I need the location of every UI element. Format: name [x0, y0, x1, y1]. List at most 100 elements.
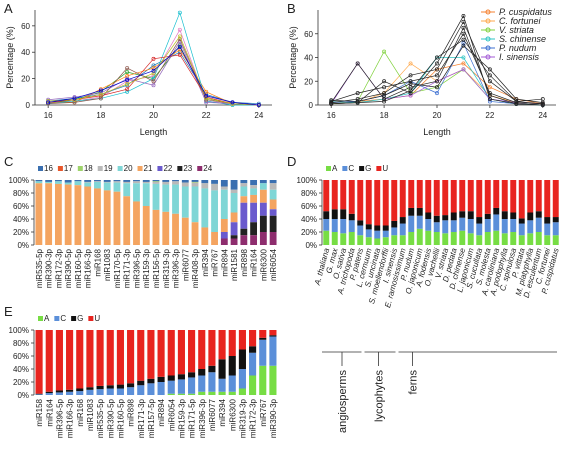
y-tick-label: 0% [17, 391, 29, 400]
y-tick-label: 40 [21, 48, 30, 57]
bar-segment [106, 330, 114, 386]
legend-label: P. nudum [499, 43, 537, 53]
bar-segment [162, 180, 170, 182]
bar-segment [220, 219, 228, 232]
bar-segment [348, 220, 355, 232]
bar-segment [35, 393, 43, 395]
point [435, 61, 439, 66]
bar-segment [535, 232, 542, 245]
bar-segment [94, 181, 101, 189]
point [204, 89, 209, 94]
bar-segment [259, 189, 267, 203]
bar-segment [238, 369, 246, 389]
legend-swatch [97, 166, 103, 171]
y-tick-label: 40 [304, 54, 313, 63]
bar-segment [167, 393, 175, 395]
bar-segment [340, 180, 347, 210]
bar-segment [147, 383, 155, 395]
x-axis-label: Length [140, 127, 168, 137]
bar-segment [374, 180, 381, 226]
bar-segment [527, 233, 534, 245]
bar-segment [484, 232, 491, 245]
bar-segment [493, 230, 500, 245]
point [329, 99, 334, 104]
legend-label: S. chinense [499, 34, 546, 44]
point [435, 79, 439, 84]
y-tick-label: 80% [301, 189, 317, 198]
bar-segment [348, 213, 355, 221]
legend-label: 23 [183, 164, 192, 173]
bar-segment [106, 388, 114, 395]
bar-segment [433, 180, 440, 216]
point [177, 52, 182, 57]
bar-segment [399, 223, 406, 236]
point [151, 68, 156, 73]
bar-segment [191, 186, 199, 223]
bar-segment [230, 189, 238, 193]
bar-segment [137, 330, 145, 381]
point [230, 100, 235, 105]
bar-segment [518, 180, 525, 219]
legend-label: C [348, 164, 354, 173]
bar-segment [198, 375, 206, 392]
point [355, 100, 360, 105]
x-tick-label: miR6077 [208, 398, 217, 431]
point [487, 93, 492, 98]
bar-segment [527, 212, 534, 221]
bar-segment [66, 391, 74, 395]
bar-segment [459, 180, 466, 212]
bar-segment [188, 330, 196, 373]
series-line [331, 33, 543, 105]
point [46, 99, 51, 103]
point [125, 81, 130, 86]
bar-segment [218, 378, 226, 392]
bar-segment [103, 182, 111, 191]
bar-segment [501, 180, 508, 212]
bar-segment [228, 391, 236, 395]
bar-segment [211, 180, 218, 184]
y-tick-label: 100% [9, 326, 29, 335]
bar-segment [425, 219, 432, 231]
bar-segment [467, 211, 474, 219]
point [151, 66, 156, 71]
bar-segment [123, 183, 131, 197]
bar-segment [357, 235, 364, 245]
bar-segment [399, 235, 406, 245]
bar-segment [240, 180, 248, 184]
point [435, 67, 439, 72]
bar-segment [374, 230, 381, 239]
bar-segment [74, 185, 82, 245]
legend-swatch [38, 166, 43, 171]
bar-segment [198, 391, 206, 395]
bar-segment [250, 194, 258, 203]
bar-segment [172, 213, 179, 245]
bar-segment [177, 393, 185, 395]
y-axis-label: Percentage (%) [288, 26, 298, 89]
series-line [331, 45, 543, 103]
bar-segment [408, 180, 415, 208]
x-tick-label: miR168 [76, 398, 85, 426]
bar-segment [172, 181, 179, 185]
bar-segment [84, 181, 92, 183]
x-tick-label: miR166-3p [84, 248, 93, 288]
legend-label: U [382, 164, 388, 173]
bar-segment [208, 365, 216, 373]
point [435, 73, 439, 78]
bar-segment [123, 180, 131, 182]
bar-segment [96, 385, 104, 390]
point [461, 25, 466, 30]
bar-segment [552, 222, 559, 236]
point [487, 85, 492, 90]
bar-segment [382, 237, 389, 245]
bar-segment [365, 229, 372, 238]
bar-segment [240, 183, 248, 187]
bar-segment [66, 389, 74, 392]
point [98, 96, 103, 101]
bar-segment [201, 227, 209, 245]
x-tick-label: miR390-5p [106, 398, 115, 438]
bar-segment [172, 180, 179, 182]
bar-segment [123, 181, 131, 184]
point [461, 13, 466, 18]
bar-segment [259, 365, 267, 395]
x-tick-label: miR898 [240, 248, 249, 276]
